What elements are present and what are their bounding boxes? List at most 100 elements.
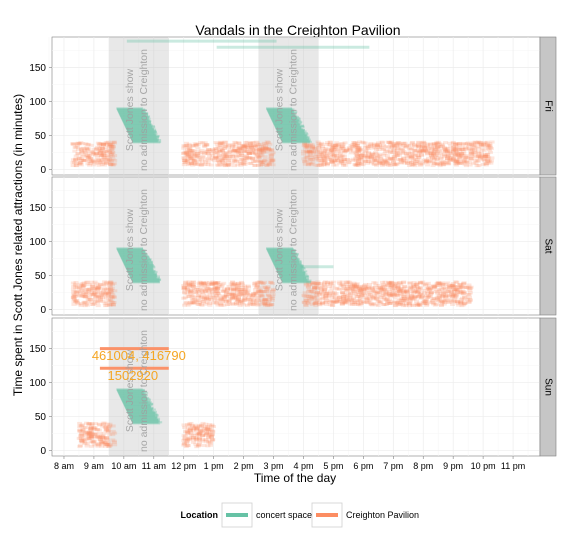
pavilion-point <box>361 292 367 296</box>
pavilion-point <box>85 432 91 436</box>
pavilion-point <box>466 296 472 300</box>
pavilion-point <box>88 431 94 435</box>
pavilion-point <box>337 280 343 284</box>
pavilion-point <box>188 289 194 293</box>
pavilion-point <box>423 148 429 152</box>
pavilion-point <box>423 160 429 164</box>
pavilion-point <box>393 158 399 162</box>
pavilion-point <box>104 290 110 294</box>
pavilion-point <box>398 143 404 147</box>
pavilion-point <box>260 282 266 286</box>
pavilion-point <box>233 302 239 306</box>
pavilion-point <box>393 162 399 166</box>
pavilion-point <box>387 148 393 152</box>
pavilion-point <box>78 146 84 150</box>
pavilion-point <box>208 435 214 439</box>
pavilion-point <box>434 145 440 149</box>
pavilion-point <box>196 431 202 435</box>
pavilion-point <box>416 295 422 299</box>
pavilion-point <box>269 282 275 286</box>
pavilion-point <box>337 161 343 165</box>
pavilion-point <box>477 141 483 145</box>
pavilion-point <box>194 429 200 433</box>
pavilion-point <box>225 154 231 158</box>
pavilion-point <box>112 158 118 162</box>
pavilion-point <box>92 439 98 443</box>
pavilion-point <box>196 288 202 292</box>
pavilion-point <box>452 154 458 158</box>
pavilion-point <box>479 144 485 148</box>
pavilion-point <box>217 159 223 163</box>
pavilion-point <box>486 156 492 160</box>
pavilion-point <box>103 288 109 292</box>
pavilion-point <box>262 298 268 302</box>
pavilion-point <box>413 161 419 165</box>
pavilion-point <box>447 158 453 162</box>
pavilion-point <box>330 293 336 297</box>
pavilion-point <box>186 295 192 299</box>
pavilion-point <box>445 154 451 158</box>
pavilion-point <box>310 145 316 149</box>
pavilion-point <box>315 290 321 294</box>
pavilion-point <box>107 163 113 167</box>
pavilion-point <box>352 292 358 296</box>
pavilion-point <box>80 428 86 432</box>
pavilion-point <box>401 156 407 160</box>
pavilion-point <box>418 296 424 300</box>
pavilion-point <box>331 145 337 149</box>
pavilion-point <box>70 164 76 168</box>
pavilion-point <box>383 145 389 149</box>
pavilion-point <box>466 300 472 304</box>
pavilion-point <box>398 286 404 290</box>
pavilion-point <box>447 157 453 161</box>
pavilion-point <box>337 151 343 155</box>
pavilion-point <box>350 298 356 302</box>
pavilion-point <box>303 282 309 286</box>
pavilion-point <box>229 161 235 165</box>
pavilion-point <box>79 158 85 162</box>
pavilion-point <box>455 142 461 146</box>
pavilion-point <box>369 156 375 160</box>
pavilion-point <box>472 143 478 147</box>
concert-points <box>116 388 163 425</box>
pavilion-point <box>339 302 345 306</box>
pavilion-point <box>194 433 200 437</box>
pavilion-point <box>358 301 364 305</box>
pavilion-point <box>210 147 216 151</box>
pavilion-point <box>325 282 331 286</box>
concert-points <box>116 107 162 144</box>
pavilion-point <box>319 158 325 162</box>
pavilion-point <box>331 160 337 164</box>
pavilion-point <box>392 284 398 288</box>
pavilion-point <box>110 163 116 167</box>
pavilion-point <box>204 284 210 288</box>
pavilion-point <box>478 142 484 146</box>
pavilion-point <box>106 444 112 448</box>
pavilion-point <box>82 440 88 444</box>
pavilion-point <box>213 286 219 290</box>
pavilion-point <box>83 290 89 294</box>
pavilion-point <box>427 294 433 298</box>
pavilion-point <box>188 431 194 435</box>
pavilion-point <box>444 149 450 153</box>
pavilion-point <box>78 148 84 152</box>
pavilion-point <box>256 143 262 147</box>
pavilion-point <box>204 149 210 153</box>
pavilion-point <box>189 149 195 153</box>
pavilion-point <box>416 303 422 307</box>
pavilion-point <box>85 154 91 158</box>
pavilion-point <box>199 303 205 307</box>
pavilion-point <box>191 149 197 153</box>
pavilion-point <box>352 141 358 145</box>
pavilion-point <box>484 153 490 157</box>
pavilion-point <box>405 301 411 305</box>
pavilion-point <box>459 291 465 295</box>
pavilion-point <box>403 304 409 308</box>
pavilion-point <box>225 163 231 167</box>
pavilion-point <box>359 154 365 158</box>
pavilion-point <box>102 141 108 145</box>
pavilion-point <box>106 291 112 295</box>
pavilion-point <box>391 148 397 152</box>
pavilion-point <box>450 282 456 286</box>
pavilion-point <box>396 281 402 285</box>
